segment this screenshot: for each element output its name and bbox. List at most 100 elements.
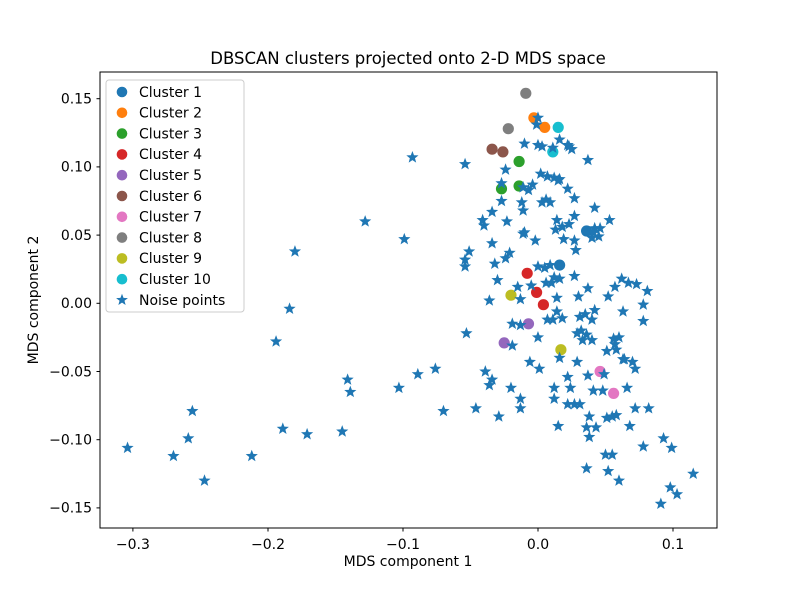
- noise-point: [606, 448, 619, 460]
- data-point: [520, 87, 532, 99]
- noise-point: [602, 464, 615, 477]
- x-tick-label: −0.2: [251, 537, 285, 553]
- legend-item: Cluster 5: [116, 168, 202, 184]
- noise-point: [572, 290, 585, 302]
- legend-item: Cluster 8: [116, 230, 202, 246]
- noise-point: [581, 281, 595, 294]
- y-axis-label: MDS component 2: [26, 236, 42, 365]
- noise-point: [283, 302, 296, 314]
- noise-point: [665, 441, 678, 454]
- noise-point: [341, 373, 354, 385]
- noise-point: [499, 251, 512, 264]
- noise-point: [592, 230, 605, 242]
- noise-point: [587, 226, 600, 238]
- noise-point: [588, 303, 601, 316]
- x-tick-label: −0.3: [116, 537, 150, 553]
- noise-point: [530, 118, 543, 130]
- noise-point: [523, 355, 536, 368]
- noise-point: [581, 369, 595, 381]
- y-tick-label: −0.10: [49, 433, 92, 449]
- noise-point: [500, 215, 514, 227]
- legend-item: Cluster 2: [116, 106, 202, 122]
- legend-item-label: Cluster 7: [139, 210, 202, 226]
- x-tick-label: 0.1: [662, 537, 684, 553]
- noise-point: [573, 310, 586, 323]
- noise-point: [575, 324, 588, 336]
- noise-point: [182, 431, 195, 444]
- noise-point: [545, 276, 558, 289]
- y-tick-label: 0.10: [61, 160, 92, 176]
- noise-point: [477, 219, 491, 231]
- noise-point: [585, 313, 599, 325]
- noise-point: [600, 411, 613, 424]
- legend-marker-circle: [116, 128, 128, 139]
- noise-point: [588, 221, 601, 234]
- legend-box: [105, 79, 245, 313]
- noise-point: [615, 272, 628, 284]
- noise-point: [568, 209, 581, 222]
- noise-point: [531, 111, 545, 124]
- noise-point: [687, 467, 700, 480]
- axes-layer: −0.3 −0.2 −0.1 0.0 0.1 0.15 0.10 0.05 0.00 −0.05 −…: [49, 71, 718, 553]
- noise-point: [517, 204, 530, 216]
- noise-point: [514, 392, 527, 404]
- noise-point: [637, 440, 650, 452]
- noise-point: [544, 258, 557, 271]
- noise-point: [568, 191, 581, 204]
- noise-point: [359, 215, 372, 227]
- noise-point: [533, 362, 546, 374]
- noise-point: [580, 421, 593, 433]
- noise-point: [598, 367, 611, 380]
- legend-item: Cluster 9: [116, 251, 202, 267]
- legend-item-label: Cluster 8: [139, 230, 202, 246]
- noise-point: [485, 373, 499, 385]
- noise-point: [569, 243, 582, 256]
- noise-point: [541, 170, 554, 182]
- noise-point: [580, 328, 593, 340]
- noise-point: [552, 419, 565, 432]
- noise-point: [492, 410, 505, 422]
- noise-point: [568, 397, 581, 410]
- noise-point: [557, 232, 570, 245]
- noise-point: [568, 234, 581, 246]
- x-axis-label: MDS component 1: [344, 554, 473, 570]
- noise-point: [476, 213, 489, 226]
- noise-point: [515, 196, 528, 208]
- noise-point: [541, 313, 554, 325]
- noise-point: [511, 280, 524, 293]
- chart-title: DBSCAN clusters projected onto 2-D MDS s…: [210, 49, 606, 68]
- legend-item-label: Cluster 3: [139, 126, 202, 142]
- noise-point: [514, 401, 527, 414]
- data-point: [522, 318, 535, 330]
- noise-point: [546, 313, 559, 325]
- noise-point: [458, 253, 472, 265]
- noise-point: [670, 487, 684, 500]
- noise-point: [576, 333, 589, 346]
- noise-point: [568, 269, 581, 282]
- legend-item-label: Cluster 1: [139, 85, 202, 101]
- noise-point: [544, 196, 557, 208]
- noise-point: [245, 449, 258, 462]
- noise-point: [458, 157, 472, 170]
- noise-point: [198, 474, 211, 486]
- noise-point: [503, 246, 516, 259]
- legend-item-label: Cluster 10: [139, 272, 211, 288]
- series-cluster-1: [554, 225, 593, 271]
- x-tick-label: −0.1: [386, 537, 420, 553]
- series-cluster-6: [486, 143, 509, 158]
- series-cluster-7: [594, 365, 620, 399]
- noise-point: [616, 305, 630, 317]
- series-noise-points: [121, 111, 700, 510]
- noise-point: [585, 231, 599, 244]
- noise-point: [630, 277, 643, 290]
- noise-point: [539, 276, 553, 289]
- noise-point: [610, 343, 623, 355]
- data-point: [537, 299, 550, 311]
- noise-point: [550, 213, 563, 226]
- noise-point: [411, 367, 424, 380]
- noise-point: [587, 384, 600, 396]
- noise-point: [534, 167, 547, 179]
- legend-item: Cluster 4: [116, 147, 202, 163]
- noise-point: [607, 332, 620, 344]
- noise-point: [556, 311, 569, 324]
